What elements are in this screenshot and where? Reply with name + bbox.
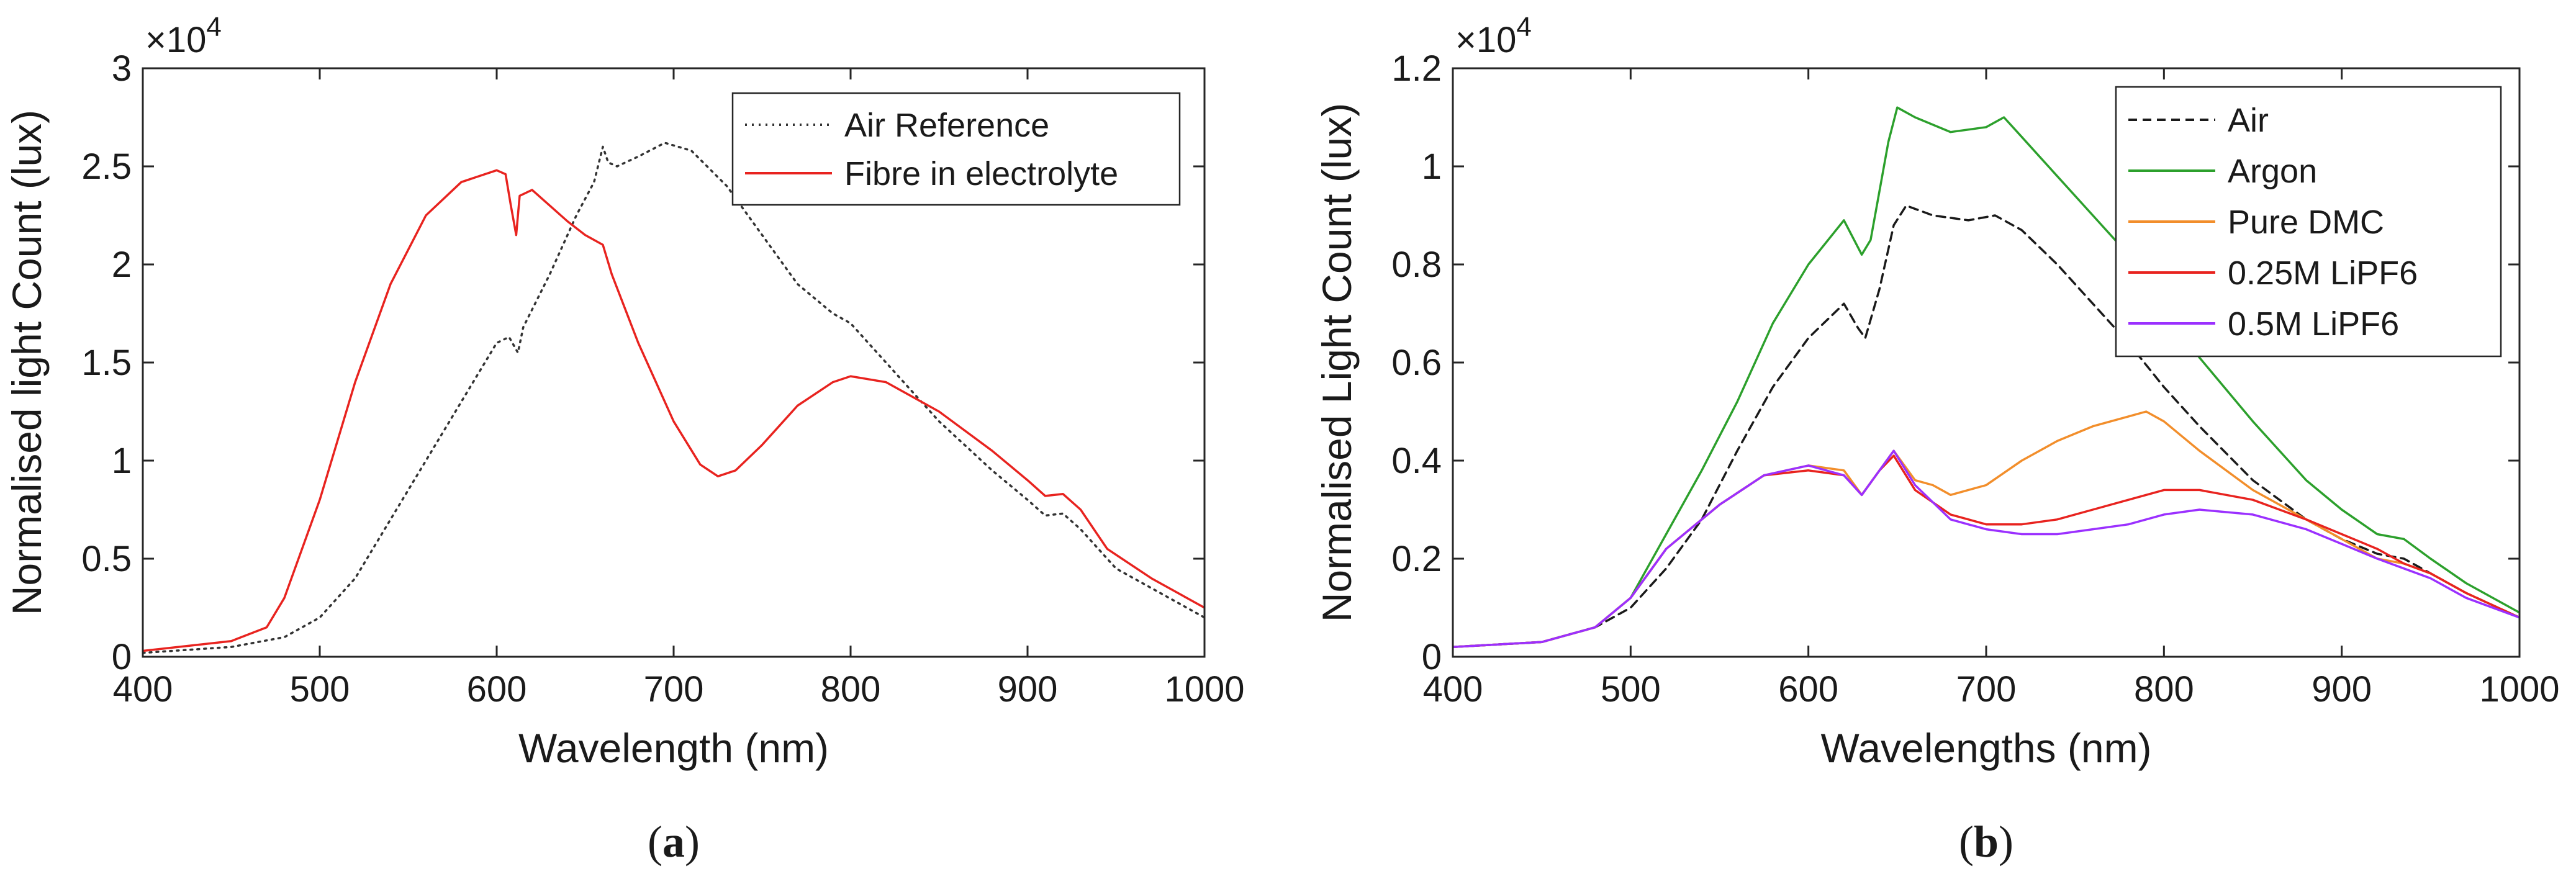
y-multiplier-base: ×10 xyxy=(145,20,206,60)
y-axis-title: Normalised light Count (lux) xyxy=(4,110,50,615)
series-line-argon xyxy=(1453,106,2520,648)
x-axis-title: Wavelength (nm) xyxy=(518,725,829,771)
x-tick-label: 400 xyxy=(113,669,173,710)
legend-box xyxy=(2115,86,2502,358)
x-tick-label: 1000 xyxy=(1164,669,1244,710)
panel-caption: (b) xyxy=(1959,817,2013,867)
legend-label: Pure DMC xyxy=(2228,204,2384,241)
y-multiplier: ×104 xyxy=(145,12,222,60)
x-axis-title: Wavelengths (nm) xyxy=(1820,725,2151,771)
y-tick-label: 3 xyxy=(112,48,132,89)
y-tick-label: 0.2 xyxy=(1391,539,1442,579)
x-tick-label: 800 xyxy=(821,669,881,710)
y-tick-label: 0.6 xyxy=(1391,343,1442,383)
legend-label: 0.25M LiPF6 xyxy=(2228,255,2418,292)
caption-close: ) xyxy=(685,817,700,867)
series-line-fibre-in-electrolyte xyxy=(143,169,1204,652)
y-tick-label: 2 xyxy=(112,245,132,285)
y-multiplier-base: ×10 xyxy=(1455,20,1516,60)
y-tick-label: 1.2 xyxy=(1391,48,1442,89)
x-tick-label: 600 xyxy=(467,669,527,710)
x-tick-label: 900 xyxy=(998,669,1058,710)
y-tick-label: 0.5 xyxy=(81,539,132,579)
y-tick-label: 0 xyxy=(1422,637,1442,677)
x-tick-label: 900 xyxy=(2312,669,2372,710)
legend-label: Argon xyxy=(2228,153,2317,190)
y-axis-title: Normalised Light Count (lux) xyxy=(1314,103,1360,622)
x-tick-label: 500 xyxy=(290,669,350,710)
caption-close: ) xyxy=(1999,817,2013,867)
y-tick-label: 0 xyxy=(112,637,132,677)
x-tick-label: 700 xyxy=(644,669,704,710)
series-line-air-reference xyxy=(143,142,1204,654)
legend-label: Air Reference xyxy=(844,107,1049,144)
panel-a: 400 500 600 700 800 900 1000 0 0.5 1 1.5 2 2.5 3 ×104 W… xyxy=(4,12,1245,867)
x-tick-label: 1000 xyxy=(2479,669,2559,710)
y-tick-label: 2.5 xyxy=(81,146,132,187)
caption-open: ( xyxy=(1959,817,1974,867)
y-tick-label: 0.4 xyxy=(1391,441,1442,481)
x-tick-label: 400 xyxy=(1423,669,1483,710)
y-tick-label: 1 xyxy=(112,441,132,481)
y-tick-label: 0.8 xyxy=(1391,245,1442,285)
x-tick-label: 600 xyxy=(1778,669,1838,710)
x-tick-label: 500 xyxy=(1601,669,1661,710)
legend-label: Fibre in electrolyte xyxy=(844,155,1118,192)
legend-label: Air xyxy=(2228,102,2269,139)
x-tick-label: 700 xyxy=(1956,669,2017,710)
y-tick-label: 1 xyxy=(1422,146,1442,187)
caption-label: b xyxy=(1974,817,1999,867)
caption-open: ( xyxy=(648,817,662,867)
y-multiplier-exponent: 4 xyxy=(1516,12,1531,42)
legend: Air Reference Fibre in electrolyte xyxy=(731,92,1181,206)
panel-b: 400 500 600 700 800 900 1000 0 0.2 0.4 0.6 0.8 1 1.2 ×… xyxy=(1314,12,2560,867)
series-group xyxy=(143,142,1204,654)
x-tick-label: 800 xyxy=(2134,669,2194,710)
y-tick-label: 1.5 xyxy=(81,343,132,383)
panel-caption: (a) xyxy=(648,817,700,867)
series-line-0-5m-lipf6 xyxy=(1453,449,2520,648)
caption-label: a xyxy=(662,817,685,867)
series-group xyxy=(1453,106,2520,648)
y-multiplier-exponent: 4 xyxy=(206,12,221,42)
legend: Air Argon Pure DMC 0.25M LiPF6 0.5M LiPF6 xyxy=(2115,86,2502,358)
legend-label: 0.5M LiPF6 xyxy=(2228,305,2399,343)
legend-box xyxy=(731,92,1181,206)
y-multiplier: ×104 xyxy=(1455,12,1532,60)
